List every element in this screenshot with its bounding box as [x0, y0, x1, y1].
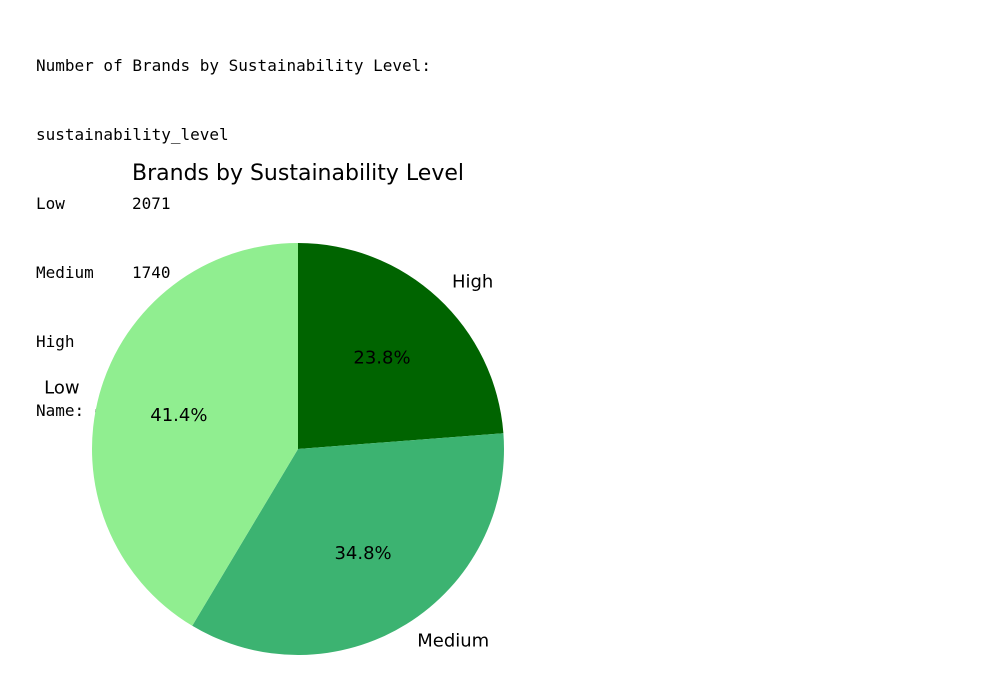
series-value: 2071 — [132, 194, 171, 213]
series-row-medium: Medium 1740 — [36, 261, 431, 284]
slice-pct-high: 23.8% — [353, 347, 410, 368]
slice-label-high: High — [452, 272, 493, 293]
pie-slice-low — [91, 243, 298, 626]
pie-slice-high — [298, 243, 504, 449]
chart-title: Brands by Sustainability Level — [132, 161, 464, 186]
pie-slices-group — [91, 243, 505, 655]
series-value: 1740 — [132, 263, 171, 282]
pie-slice-medium — [192, 433, 505, 655]
output-header-line: Number of Brands by Sustainability Level… — [36, 56, 431, 75]
series-key: Medium — [36, 263, 94, 282]
slice-label-medium: Medium — [417, 631, 489, 652]
output-index-name: sustainability_level — [36, 125, 229, 144]
series-key: Low — [36, 194, 65, 213]
slice-pct-low: 41.4% — [150, 405, 207, 426]
pie-labels-group: High 23.8% Medium 34.8% Low 41.4% — [44, 272, 493, 652]
series-row-low: Low 2071 — [36, 192, 431, 215]
slice-label-low: Low — [44, 378, 79, 399]
series-key: High — [36, 332, 75, 351]
slice-pct-medium: 34.8% — [334, 543, 391, 564]
